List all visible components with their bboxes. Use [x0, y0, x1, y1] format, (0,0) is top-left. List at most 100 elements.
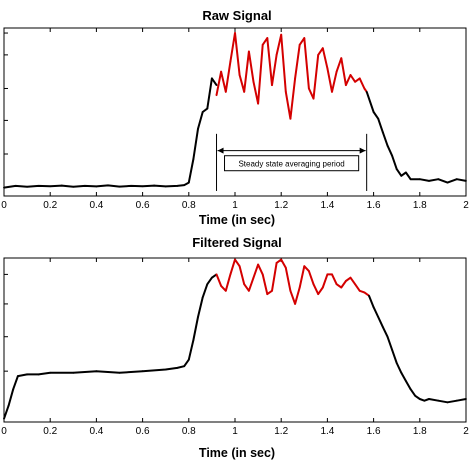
data-point	[326, 273, 329, 276]
data-point	[386, 144, 389, 147]
data-point	[321, 47, 324, 50]
data-point	[372, 306, 375, 309]
data-point	[446, 401, 449, 404]
data-point	[183, 365, 186, 368]
annotation-label: Steady state averaging period	[238, 160, 344, 169]
x-tick-label: 0.8	[182, 200, 196, 211]
data-point	[437, 399, 440, 402]
x-tick-label: 2	[463, 200, 469, 211]
data-point	[414, 394, 417, 397]
data-point	[358, 77, 361, 80]
data-point	[409, 388, 412, 391]
x-tick-label: 0.2	[43, 200, 57, 211]
data-point	[377, 316, 380, 318]
data-point	[215, 273, 218, 276]
data-point	[331, 90, 333, 93]
filtered-signal-title: Filtered Signal	[192, 235, 282, 250]
data-point	[164, 185, 167, 188]
data-point	[381, 131, 384, 134]
data-point	[197, 316, 199, 318]
data-point	[418, 398, 421, 400]
data-point	[271, 289, 273, 292]
data-point	[455, 178, 458, 181]
filtered-signal-xlabel: Time (in sec)	[199, 446, 275, 460]
data-point	[201, 296, 204, 299]
data-point	[344, 280, 347, 282]
data-point	[211, 77, 213, 80]
data-point	[257, 263, 259, 266]
data-point	[275, 262, 278, 264]
x-tick-label: 1.6	[367, 200, 381, 211]
data-point	[308, 270, 310, 273]
x-tick-label: 2	[463, 426, 469, 437]
data-point	[312, 97, 315, 100]
data-point	[215, 94, 218, 97]
annotation-arrow-left	[217, 147, 224, 154]
data-point	[446, 181, 449, 184]
data-point	[303, 37, 306, 39]
data-point	[465, 179, 467, 182]
data-point	[206, 283, 209, 286]
x-tick-label: 1	[232, 200, 238, 211]
data-point	[271, 84, 273, 87]
data-point	[183, 184, 186, 186]
data-point	[284, 90, 287, 93]
data-point	[275, 53, 278, 56]
x-tick-label: 1.2	[274, 200, 288, 211]
data-point	[49, 185, 52, 188]
data-point	[261, 43, 264, 46]
data-point	[118, 371, 121, 374]
data-point	[437, 178, 440, 181]
data-point	[363, 87, 366, 90]
data-point	[197, 127, 199, 130]
data-point	[3, 417, 5, 420]
data-point	[298, 43, 301, 46]
raw-signal-xlabel: Time (in sec)	[199, 213, 275, 227]
data-point	[331, 273, 333, 276]
data-point	[141, 370, 144, 373]
data-point	[455, 399, 458, 402]
x-tick-label: 1.8	[413, 426, 427, 437]
x-tick-label: 0.6	[136, 200, 150, 211]
x-tick-label: 1.2	[274, 426, 288, 437]
data-point	[340, 57, 343, 60]
data-point	[335, 70, 338, 73]
data-point	[354, 80, 357, 83]
data-point	[12, 388, 15, 391]
data-point	[386, 335, 389, 338]
x-tick-label: 0.4	[89, 200, 103, 211]
data-point	[423, 399, 426, 402]
data-point	[130, 185, 132, 187]
data-point	[95, 185, 98, 188]
annotation-arrow-right	[359, 147, 366, 154]
plot-frame	[3, 257, 467, 423]
data-point	[243, 283, 246, 286]
data-point	[229, 273, 232, 276]
series-line	[368, 295, 467, 404]
data-point	[280, 258, 283, 261]
data-point	[381, 325, 384, 328]
data-point	[363, 291, 366, 294]
series-line	[365, 91, 467, 184]
data-point	[405, 380, 407, 382]
x-tick-label: 1.6	[367, 426, 381, 437]
data-point	[26, 185, 28, 188]
series-line	[3, 273, 218, 420]
data-point	[247, 289, 250, 292]
data-point	[321, 286, 324, 289]
data-point	[37, 185, 40, 187]
x-tick-label: 0	[1, 426, 7, 437]
data-point	[187, 358, 190, 361]
data-point	[358, 289, 361, 292]
data-point	[247, 50, 250, 53]
data-point	[289, 289, 292, 292]
data-point	[372, 111, 375, 113]
annotation-box	[224, 155, 360, 172]
data-point	[395, 362, 398, 364]
data-point	[72, 371, 75, 374]
data-point	[192, 158, 195, 160]
data-point	[280, 33, 283, 36]
data-point	[164, 368, 167, 371]
raw-signal-panel: 0 0.2 0.4 0.6 0.8 1 1.2 1.4 1.6 1.8 2 Steady state …	[1, 27, 469, 211]
